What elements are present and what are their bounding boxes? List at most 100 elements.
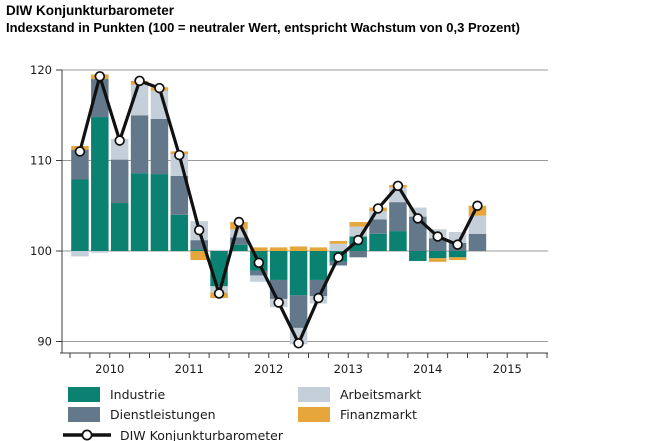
bar-segment-arbeitsmarkt-2012Q2	[250, 275, 268, 282]
bar-segment-industrie-2012Q3	[269, 251, 288, 280]
bar-segment-dienstleistungen-2013Q2	[329, 261, 348, 266]
bar-segment-industrie-2011Q3	[190, 249, 208, 251]
bar-segment-arbeitsmarkt-2013Q3	[349, 226, 367, 237]
line-marker-2011Q4	[213, 288, 225, 299]
line-marker-2013Q3	[352, 234, 364, 246]
x-year-label-2011: 2011	[175, 362, 204, 376]
bar-segment-finanzmarkt-2013Q3	[349, 222, 367, 227]
legend-label-dienstleistungen: Dienstleistungen	[110, 406, 216, 422]
bar-segment-dienstleistungen-2011Q2	[170, 175, 189, 215]
x-year-label-2012: 2012	[254, 362, 283, 376]
legend-label-industrie: Industrie	[110, 386, 166, 402]
bar-segment-finanzmarkt-2014Q4	[448, 257, 467, 261]
bar-segment-dienstleistungen-2013Q3	[349, 251, 367, 258]
line-marker-2014Q3	[432, 231, 443, 242]
line-marker-2013Q1	[313, 292, 324, 304]
bar-segment-finanzmarkt-2012Q2	[250, 247, 268, 251]
y-tick-label-120: 120	[30, 63, 52, 77]
bar-segment-industrie-2014Q3	[428, 251, 447, 259]
chart-subtitle: Indexstand in Punkten (100 = neutraler W…	[6, 20, 520, 35]
bar-segment-finanzmarkt-2014Q3	[428, 258, 447, 262]
x-year-label-2013: 2013	[334, 362, 363, 376]
bar-segment-dienstleistungen-2012Q4	[289, 295, 308, 328]
bar-segment-finanzmarkt-2013Q2	[329, 241, 348, 244]
bar-segment-dienstleistungen-2010Q1	[71, 149, 89, 180]
bar-segment-arbeitsmarkt-2013Q2	[329, 243, 348, 251]
bar-segment-dienstleistungen-2010Q4	[130, 115, 149, 174]
chart-legend: Industrie Arbeitsmarkt Dienstleistungen …	[63, 384, 588, 441]
line-marker-2011Q3	[193, 224, 205, 236]
bar-segment-arbeitsmarkt-2010Q3	[110, 138, 129, 160]
bar-segment-finanzmarkt-2011Q3	[190, 251, 208, 261]
bar-segment-dienstleistungen-2013Q4	[369, 219, 387, 234]
bar-segment-industrie-2010Q4	[130, 173, 149, 251]
legend-item-dienstleistungen: Dienstleistungen	[68, 404, 298, 424]
bar-segment-industrie-2012Q1	[230, 244, 248, 251]
bar-segment-industrie-2014Q2	[409, 251, 427, 261]
line-marker-2013Q2	[333, 252, 344, 263]
line-marker-2013Q4	[372, 203, 384, 214]
bar-segment-industrie-2012Q4	[289, 251, 308, 296]
x-year-label-2010: 2010	[95, 362, 124, 376]
bar-segment-industrie-2014Q4	[448, 251, 467, 258]
x-year-label-2014: 2014	[413, 362, 442, 376]
line-marker-sample-icon	[63, 429, 111, 441]
bar-segment-industrie-2011Q2	[170, 214, 189, 251]
line-marker-2010Q3	[114, 135, 125, 146]
arbeitsmarkt-swatch	[298, 386, 330, 402]
line-marker-2012Q1	[233, 216, 245, 228]
bar-segment-dienstleistungen-2011Q3	[190, 240, 208, 250]
bar-segment-dienstleistungen-2010Q3	[110, 159, 129, 204]
line-marker-2012Q4	[293, 338, 304, 349]
legend-label-arbeitsmarkt: Arbeitsmarkt	[340, 386, 422, 402]
legend-item-line: DIW Konjunkturbarometer	[62, 426, 588, 441]
line-marker-2010Q4	[134, 75, 145, 87]
dienstleistungen-swatch	[68, 406, 100, 422]
bar-segment-arbeitsmarkt-2012Q1	[230, 229, 248, 238]
bar-segment-dienstleistungen-2011Q1	[150, 118, 169, 175]
bar-segment-finanzmarkt-2012Q3	[269, 247, 288, 251]
bar-segment-industrie-2011Q1	[150, 174, 169, 251]
line-marker-2011Q2	[174, 149, 185, 161]
chart-title: DIW Konjunkturbarometer	[6, 3, 175, 18]
x-year-label-2015: 2015	[493, 362, 522, 376]
bar-segment-industrie-2010Q1	[71, 179, 89, 251]
legend-item-finanzmarkt: Finanzmarkt	[298, 404, 558, 424]
bar-segment-industrie-2014Q1	[389, 231, 407, 251]
bar-segment-arbeitsmarkt-2014Q4	[448, 231, 467, 243]
bar-segment-dienstleistungen-2012Q1	[230, 237, 248, 245]
bar-segment-arbeitsmarkt-2010Q1	[71, 251, 89, 257]
bar-segment-arbeitsmarkt-2010Q2	[91, 251, 109, 253]
bar-segment-industrie-2010Q2	[91, 117, 109, 251]
line-marker-2012Q2	[253, 257, 265, 269]
bar-segment-dienstleistungen-2014Q2	[409, 216, 427, 251]
bar-segment-dienstleistungen-2014Q3	[428, 238, 447, 251]
y-tick-label-100: 100	[30, 244, 52, 258]
legend-item-arbeitsmarkt: Arbeitsmarkt	[298, 384, 558, 404]
line-marker-2014Q2	[412, 213, 424, 224]
legend-label-line: DIW Konjunkturbarometer	[120, 427, 284, 441]
bar-segment-dienstleistungen-2012Q2	[250, 270, 268, 276]
bar-segment-dienstleistungen-2015Q1	[468, 233, 487, 251]
bar-segment-industrie-2013Q4	[369, 233, 387, 251]
legend-item-industrie: Industrie	[68, 384, 298, 404]
line-marker-2012Q3	[273, 297, 284, 308]
finanzmarkt-swatch	[298, 406, 330, 422]
bar-segment-finanzmarkt-2013Q1	[309, 247, 328, 251]
line-marker-2010Q1	[74, 146, 86, 157]
line-marker-2014Q1	[392, 180, 404, 192]
y-tick-label-110: 110	[30, 154, 52, 168]
bar-segment-arbeitsmarkt-2013Q4	[369, 211, 387, 220]
bar-segment-industrie-2010Q3	[110, 203, 129, 251]
bar-segment-industrie-2013Q1	[309, 251, 328, 280]
bar-segment-arbeitsmarkt-2015Q1	[468, 215, 487, 234]
y-tick-label-90: 90	[37, 335, 52, 349]
bar-segment-dienstleistungen-2014Q1	[389, 202, 407, 232]
line-marker-2014Q4	[452, 239, 463, 250]
bar-segment-finanzmarkt-2012Q4	[289, 246, 308, 251]
line-marker-2010Q2	[94, 71, 106, 82]
line-marker-2011Q1	[154, 82, 165, 94]
industrie-swatch	[68, 386, 100, 402]
